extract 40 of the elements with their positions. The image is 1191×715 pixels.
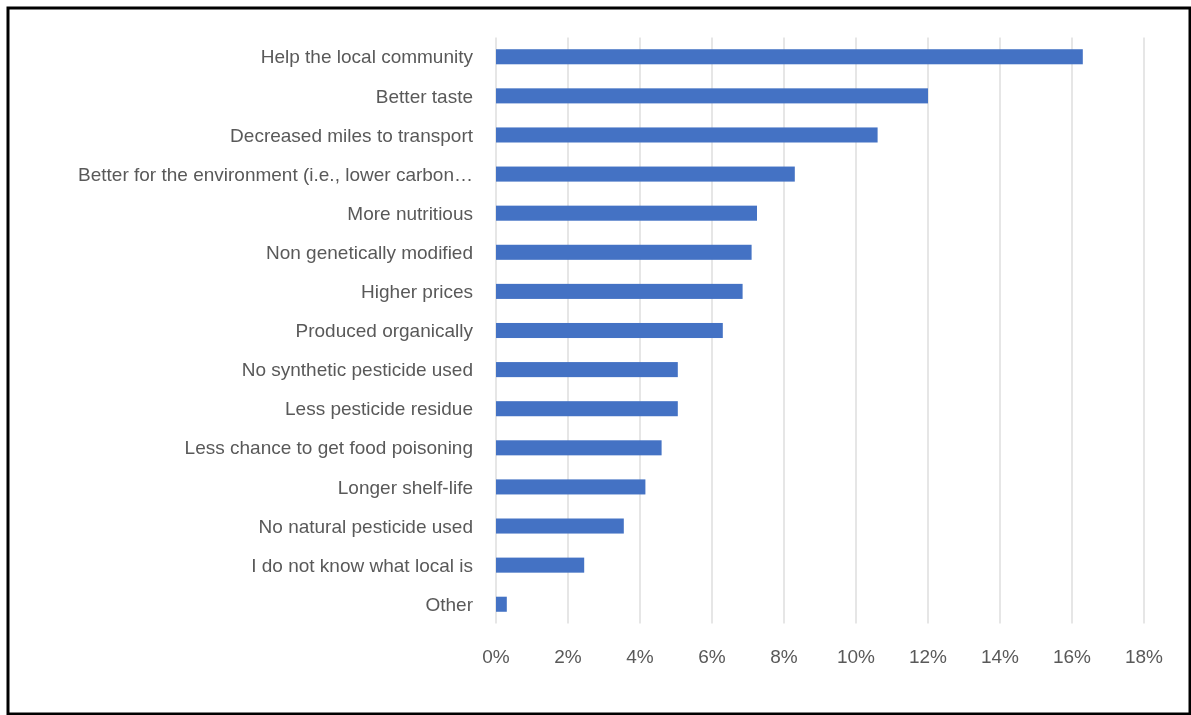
y-tick-label: Less chance to get food poisoning [184,437,473,459]
bar [496,518,624,534]
bar [496,479,646,495]
x-tick-label: 4% [626,646,654,667]
x-tick-label: 12% [908,646,948,667]
y-tick-label: No synthetic pesticide used [241,359,473,381]
y-tick-label: Higher prices [361,281,473,303]
bar [496,244,752,260]
bar [496,322,723,339]
x-tick-label: 6% [698,646,726,667]
y-tick-label: I do not know what local is [251,554,473,576]
bar [496,127,878,143]
bar [496,440,662,456]
x-tick-label: 10% [836,646,876,667]
x-tick-label: 16% [1052,646,1092,667]
y-tick-label: Longer shelf-life [337,476,473,498]
x-tick-label: 14% [980,646,1020,667]
y-tick-label: Other [425,593,474,615]
bar [496,88,928,104]
x-tick-label: 2% [554,646,582,667]
y-tick-label: No natural pesticide used [258,515,473,537]
x-tick-label: 18% [1124,646,1164,667]
y-tick-label: Non genetically modified [265,241,473,263]
bar [496,205,757,221]
x-tick-label: 8% [770,646,798,667]
y-tick-label: Help the local community [260,46,474,68]
y-tick-label: Better taste [375,85,473,107]
bar [496,283,743,299]
y-tick-label: More nutritious [347,202,473,224]
y-tick-label: Decreased miles to transport [230,124,474,146]
y-tick-label: Less pesticide residue [285,398,473,420]
bar [496,557,585,573]
y-tick-label: Better for the environment (i.e., lower carbon… [78,163,473,185]
bar [496,166,795,182]
bar [496,49,1083,65]
bar [496,596,507,612]
x-tick-label: 0% [482,646,510,667]
bar [496,401,678,417]
bar [496,362,678,378]
y-tick-label: Produced organically [295,320,474,342]
